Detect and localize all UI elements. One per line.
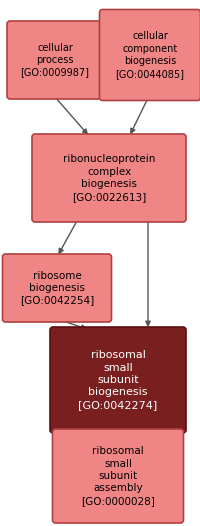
Text: ribosomal
small
subunit
assembly
[GO:0000028]: ribosomal small subunit assembly [GO:000…	[81, 446, 154, 506]
FancyBboxPatch shape	[7, 21, 102, 99]
FancyBboxPatch shape	[2, 254, 111, 322]
FancyBboxPatch shape	[32, 134, 185, 222]
Text: cellular
process
[GO:0009987]: cellular process [GO:0009987]	[20, 43, 89, 77]
FancyBboxPatch shape	[52, 429, 183, 523]
Text: ribonucleoprotein
complex
biogenesis
[GO:0022613]: ribonucleoprotein complex biogenesis [GO…	[63, 155, 154, 201]
Text: ribosome
biogenesis
[GO:0042254]: ribosome biogenesis [GO:0042254]	[20, 270, 94, 306]
FancyBboxPatch shape	[50, 327, 185, 433]
FancyBboxPatch shape	[99, 9, 200, 100]
Text: ribosomal
small
subunit
biogenesis
[GO:0042274]: ribosomal small subunit biogenesis [GO:0…	[78, 350, 157, 410]
Text: cellular
component
biogenesis
[GO:0044085]: cellular component biogenesis [GO:004408…	[115, 32, 184, 78]
